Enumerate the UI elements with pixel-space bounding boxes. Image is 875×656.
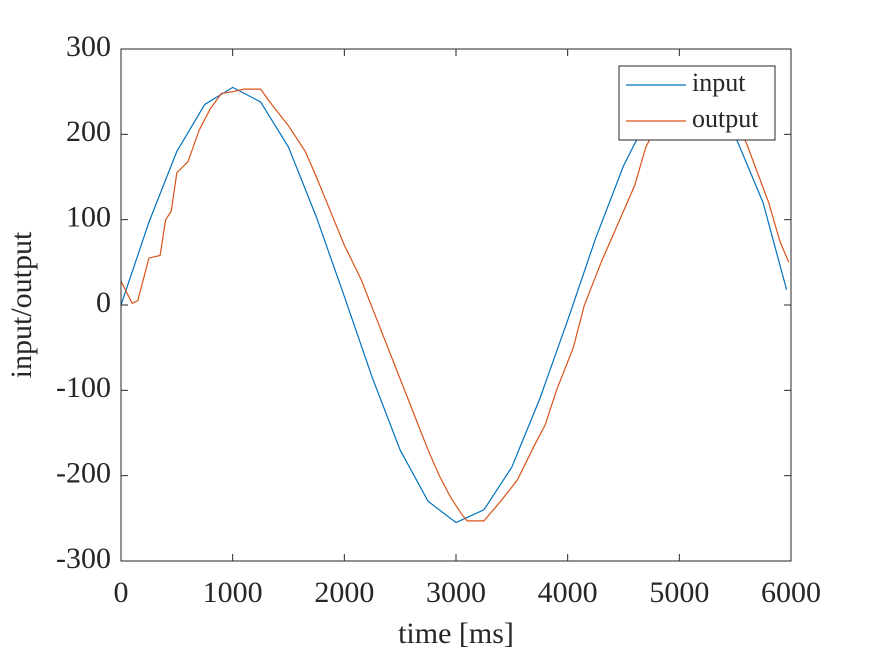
x-tick-label: 2000 <box>314 576 374 609</box>
x-tick-label: 4000 <box>538 576 598 609</box>
x-tick-label: 1000 <box>203 576 263 609</box>
plot-frame <box>120 48 792 562</box>
x-tick-label: 3000 <box>426 576 486 609</box>
x-tick-label: 5000 <box>649 576 709 609</box>
legend-box <box>618 65 776 141</box>
line-series <box>120 86 788 524</box>
y-tick-label: -100 <box>56 371 111 404</box>
legend-label: output <box>692 104 759 133</box>
y-tick-label: -200 <box>56 457 111 490</box>
y-tick-label: -300 <box>56 542 111 575</box>
y-tick-label: 0 <box>96 286 111 319</box>
x-tick-label: 0 <box>114 576 129 609</box>
y-tick-label: 300 <box>66 30 111 63</box>
x-tick-label: 6000 <box>761 576 821 609</box>
y-tick-label: 100 <box>66 201 111 234</box>
line-series <box>120 88 790 522</box>
x-axis-label: time [ms] <box>398 617 514 650</box>
y-tick-label: 200 <box>66 115 111 148</box>
y-axis-label: input/output <box>5 231 38 378</box>
legend-label: input <box>692 68 746 97</box>
